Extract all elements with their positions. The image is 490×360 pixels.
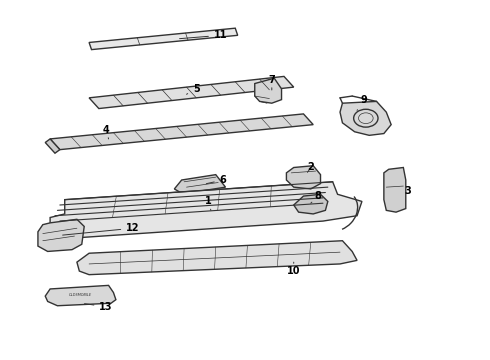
Polygon shape	[50, 114, 313, 150]
Polygon shape	[89, 76, 294, 109]
Text: OLDSMOBILE: OLDSMOBILE	[69, 293, 92, 297]
Text: 8: 8	[311, 191, 321, 203]
Polygon shape	[77, 241, 357, 275]
Text: 13: 13	[85, 302, 113, 312]
Polygon shape	[89, 28, 238, 50]
Polygon shape	[174, 175, 225, 196]
Text: 11: 11	[179, 30, 227, 40]
Polygon shape	[45, 285, 116, 306]
Polygon shape	[340, 102, 391, 135]
Text: 2: 2	[307, 162, 314, 172]
Text: 1: 1	[205, 197, 212, 210]
Polygon shape	[384, 167, 406, 212]
Text: 10: 10	[287, 262, 300, 276]
Polygon shape	[38, 219, 84, 251]
Text: 7: 7	[269, 75, 275, 90]
Text: 6: 6	[206, 175, 226, 185]
Text: 5: 5	[187, 84, 199, 94]
Text: 4: 4	[103, 125, 110, 139]
Polygon shape	[287, 166, 320, 189]
Polygon shape	[50, 182, 362, 239]
Polygon shape	[255, 78, 282, 103]
Text: 9: 9	[357, 95, 368, 111]
Polygon shape	[294, 194, 328, 214]
Polygon shape	[45, 139, 60, 153]
Text: 12: 12	[63, 223, 140, 235]
Text: 3: 3	[405, 186, 412, 196]
